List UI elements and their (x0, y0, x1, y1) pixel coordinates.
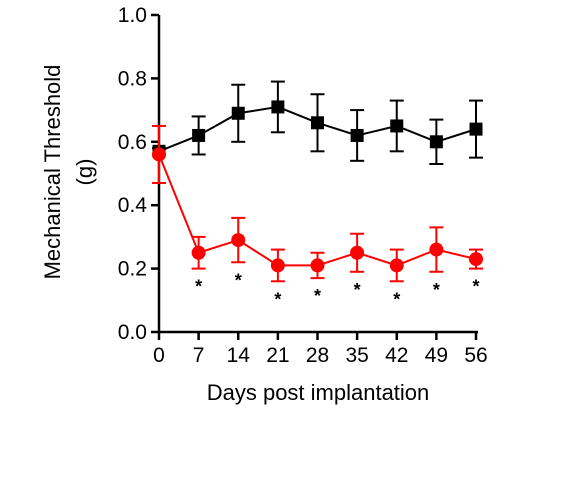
y-tick-label: 0.8 (118, 67, 147, 90)
data-point-circle (231, 233, 246, 248)
x-tick-label: 28 (306, 344, 329, 367)
significance-star: * (314, 286, 321, 306)
significance-star: * (472, 277, 479, 297)
y-tick-label: 0.2 (118, 258, 147, 281)
data-point-square (390, 119, 404, 133)
x-tick-label: 49 (425, 344, 448, 367)
significance-star: * (274, 289, 281, 309)
data-point-square (350, 128, 364, 142)
significance-star: * (354, 280, 361, 300)
significance-star: * (393, 289, 400, 309)
data-point-square (271, 100, 285, 114)
x-tick-label: 0 (153, 344, 165, 367)
y-axis-title-line2: (g) (72, 159, 97, 186)
data-point-square (311, 116, 324, 130)
data-point-circle (191, 245, 206, 260)
y-tick-label: 0.0 (118, 321, 147, 344)
x-tick-label: 35 (345, 344, 368, 367)
data-point-circle (429, 242, 444, 257)
series-square (152, 80, 483, 165)
data-point-circle (270, 258, 285, 273)
x-tick-label: 21 (266, 344, 289, 367)
series-line (158, 154, 477, 267)
data-point-square (192, 128, 206, 142)
data-point-circle (310, 258, 325, 273)
x-tick-label: 56 (464, 344, 487, 367)
y-axis-title-line1: Mechanical Threshold (40, 65, 65, 280)
data-point-circle (469, 252, 483, 267)
data-point-circle (152, 147, 166, 162)
y-tick-label: 0.4 (118, 194, 148, 217)
x-axis-title: Days post implantation (207, 380, 430, 405)
significance-markers: * * * * * * * * (195, 270, 479, 309)
y-tick-label: 0.6 (118, 131, 147, 154)
data-point-square (231, 106, 245, 120)
y-tick-label: 1.0 (118, 4, 147, 27)
data-point-circle (350, 245, 365, 260)
significance-star: * (195, 277, 202, 297)
series-circle (152, 124, 483, 283)
data-point-square (429, 135, 443, 149)
chart-axes: 0.0 0.2 0.4 0.6 0.8 1.0 0 7 14 21 28 35 42 49 56 (118, 4, 488, 367)
significance-star: * (433, 280, 440, 300)
significance-star: * (235, 270, 242, 290)
x-tick-label: 7 (193, 344, 205, 367)
data-point-circle (389, 258, 404, 273)
chart-series-layer (152, 80, 483, 283)
x-tick-label: 42 (385, 344, 408, 367)
x-tick-label: 14 (227, 344, 251, 367)
data-point-square (469, 122, 483, 136)
